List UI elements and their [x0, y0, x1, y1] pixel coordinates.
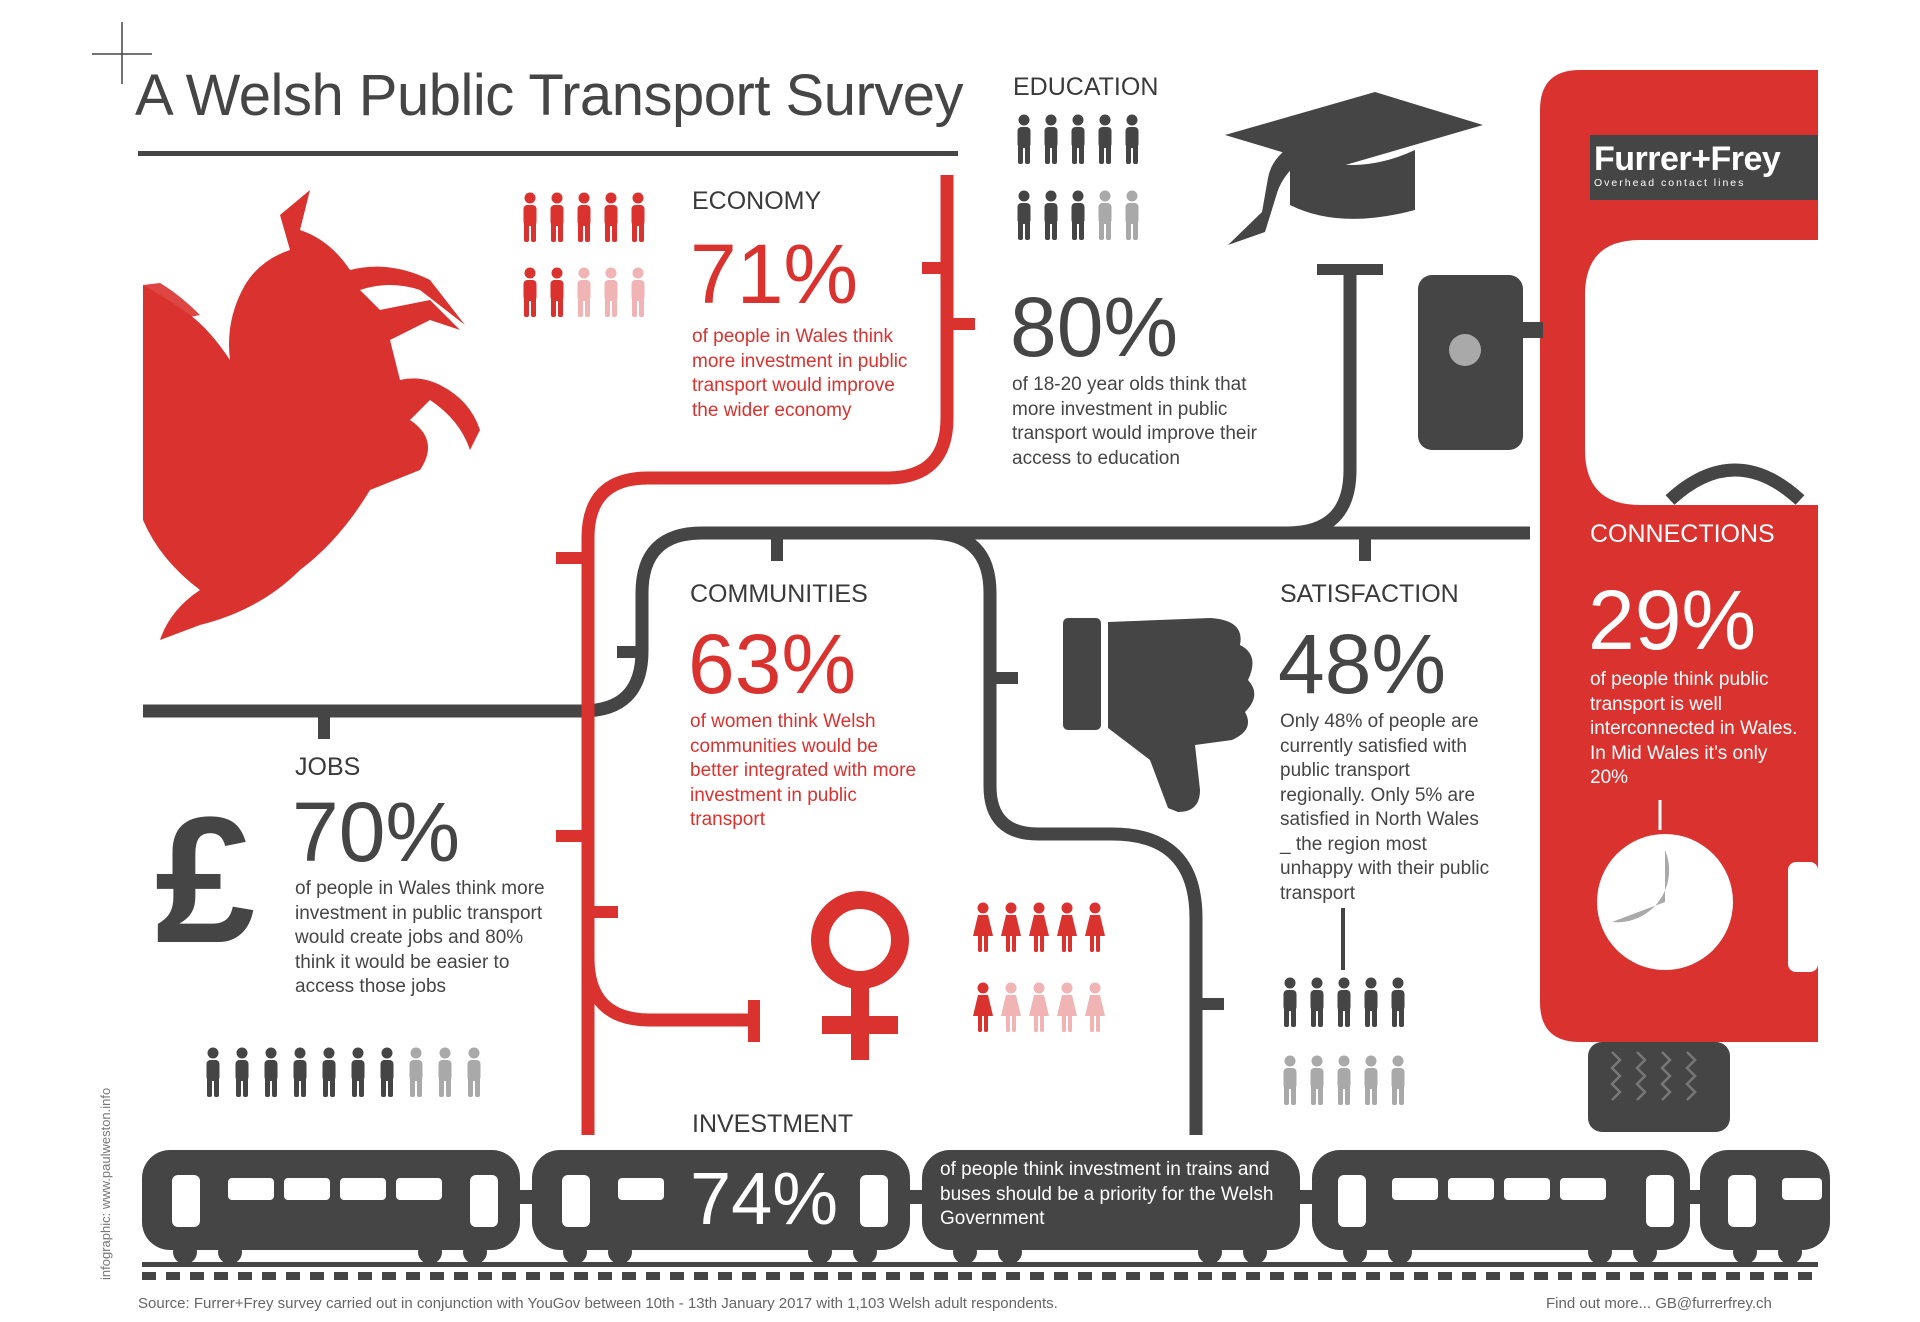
- train-graphic: [142, 1150, 1830, 1280]
- pound-icon: £: [155, 780, 255, 981]
- satisfaction-text: Only 48% of people are currently satisfi…: [1280, 711, 1490, 904]
- jobs-people-icons: [206, 1047, 481, 1097]
- page-title: A Welsh Public Transport Survey: [135, 63, 964, 128]
- communities-percent: 63%: [688, 617, 857, 711]
- satisfaction-heading: SATISFACTION: [1280, 580, 1459, 608]
- communities-women-icons: [973, 902, 1105, 1032]
- logo-brand: Furrer+Frey: [1594, 140, 1781, 178]
- bus-graphic: [1418, 70, 1818, 1132]
- logo-tagline: Overhead contact lines: [1594, 177, 1746, 189]
- dark-route-lines: [143, 275, 1530, 1135]
- red-route-lines: [581, 175, 954, 1135]
- education-text: of 18-20 year olds think that more inves…: [1012, 374, 1257, 469]
- investment-heading: INVESTMENT: [692, 1110, 854, 1138]
- connections-text: of people think public transport is well…: [1590, 669, 1798, 788]
- thumbs-down-icon: [1063, 618, 1255, 812]
- welsh-dragon-icon: [143, 190, 480, 640]
- education-percent: 80%: [1010, 280, 1179, 374]
- furrer-frey-logo: Furrer+Frey Overhead contact lines: [1594, 140, 1814, 189]
- economy-people-icons: [523, 192, 645, 317]
- economy-heading: ECONOMY: [692, 187, 822, 215]
- title-underline: [138, 151, 958, 156]
- contact-email[interactable]: Find out more... GB@furrerfrey.ch: [1546, 1295, 1772, 1312]
- credit-note[interactable]: infographic: www.paulweston.info: [98, 1087, 113, 1280]
- communities-text: of women think Welsh communities would b…: [690, 711, 917, 830]
- investment-percent: 74%: [690, 1157, 839, 1240]
- satisfaction-people-icons: [1283, 977, 1405, 1105]
- jobs-heading: JOBS: [295, 753, 361, 781]
- connections-percent: 29%: [1588, 573, 1757, 667]
- graduation-cap-icon: [1225, 92, 1483, 245]
- jobs-percent: 70%: [292, 785, 461, 879]
- female-symbol-icon: [811, 891, 909, 1060]
- economy-text: of people in Wales think more investment…: [692, 326, 908, 421]
- dark-route-ticks: [318, 264, 1383, 1010]
- source-note: Source: Furrer+Frey survey carried out i…: [138, 1295, 1058, 1312]
- red-route-ticks: [556, 262, 975, 1042]
- crosshair-mark: [92, 22, 152, 84]
- communities-heading: COMMUNITIES: [690, 580, 868, 608]
- connections-heading: CONNECTIONS: [1590, 520, 1775, 548]
- satisfaction-percent: 48%: [1278, 617, 1447, 711]
- jobs-text: of people in Wales think more investment…: [295, 878, 545, 997]
- education-people-icons: [1017, 114, 1139, 240]
- education-heading: EDUCATION: [1013, 73, 1159, 101]
- investment-text: of people think investment in trains and…: [940, 1159, 1274, 1229]
- economy-percent: 71%: [690, 227, 859, 321]
